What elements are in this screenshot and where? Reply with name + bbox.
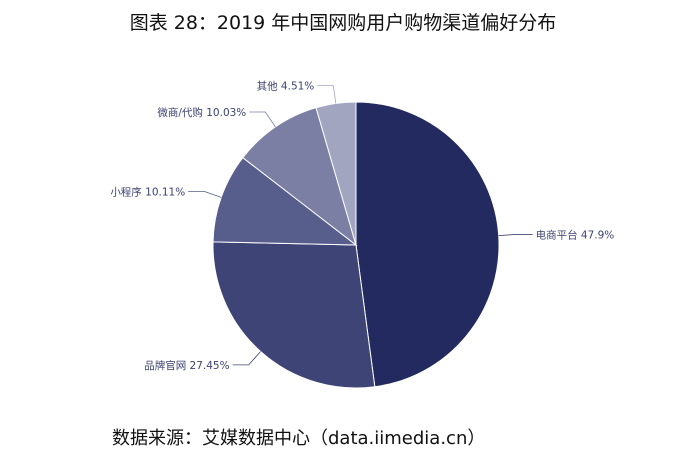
leader-line-3 bbox=[249, 111, 276, 128]
pie-slice-4 bbox=[315, 101, 357, 246]
pie-slice-1 bbox=[212, 241, 376, 389]
chart-title: 图表 28：2019 年中国网购用户购物渠道偏好分布 bbox=[129, 12, 557, 34]
leader-line-1 bbox=[232, 351, 261, 366]
slice-label-0: 电商平台 47.9% bbox=[536, 228, 615, 241]
slice-label-3: 微商/代购 10.03% bbox=[157, 106, 246, 119]
leader-line-4 bbox=[317, 85, 337, 104]
leader-line-0 bbox=[498, 233, 533, 236]
slice-label-2: 小程序 10.11% bbox=[110, 185, 185, 198]
leader-line-2 bbox=[188, 190, 222, 198]
pie-slice-0 bbox=[355, 101, 500, 388]
slice-label-1: 品牌官网 27.45% bbox=[144, 359, 229, 372]
slice-label-4: 其他 4.51% bbox=[257, 80, 315, 93]
data-source: 数据来源：艾媒数据中心（data.iimedia.cn） bbox=[112, 428, 486, 449]
